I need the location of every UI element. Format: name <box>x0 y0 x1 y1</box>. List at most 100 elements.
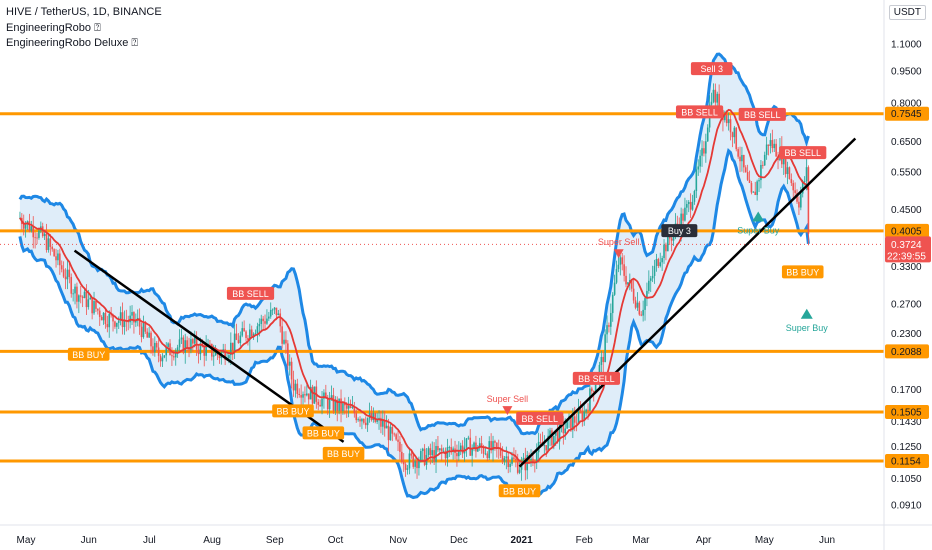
candle-body <box>195 337 198 350</box>
candle-body <box>404 464 407 470</box>
super-buy-arrow <box>752 211 765 222</box>
candle-body <box>790 179 793 184</box>
candle-body <box>581 411 584 421</box>
candle-body <box>321 398 323 407</box>
candle-body <box>190 339 192 351</box>
candle-body <box>60 265 63 270</box>
candle-body <box>511 457 513 464</box>
candle-body <box>258 323 261 327</box>
super-buy-arrow <box>800 308 813 319</box>
price-axis[interactable]: 1.1000 0.9500 0.8000 0.6500 0.5500 0.4500 0.33… <box>883 0 922 550</box>
candle-body <box>535 452 538 463</box>
candle-body <box>342 403 344 412</box>
candle-body <box>788 167 791 180</box>
candle-body <box>524 457 527 471</box>
candle-body <box>62 269 65 277</box>
candle-body <box>800 193 802 208</box>
candle-body <box>64 276 67 280</box>
candle-body <box>682 213 684 221</box>
signal-label: Super Buy <box>737 225 780 235</box>
candle-body <box>414 461 416 467</box>
candle-body <box>587 409 589 411</box>
candle-body <box>340 398 342 412</box>
candle-body <box>515 458 517 461</box>
candle-body <box>91 297 93 314</box>
candle-body <box>174 350 177 358</box>
time-tick-label: Apr <box>696 535 712 546</box>
candle-body <box>494 441 496 443</box>
candle-body <box>492 441 494 451</box>
candle-body <box>758 180 760 182</box>
candle-body <box>632 288 635 301</box>
candle-body <box>363 418 365 423</box>
time-tick-label: Mar <box>632 535 650 546</box>
candle-body <box>695 169 698 192</box>
level-tag-label: 0.1154 <box>891 457 921 468</box>
candle-body <box>68 269 71 278</box>
indicator-engineeringrobo[interactable]: EngineeringRobo ⍰ <box>6 22 101 34</box>
candle-body <box>231 342 234 351</box>
candle-body <box>269 309 272 317</box>
candle-body <box>773 143 776 149</box>
candle-body <box>376 419 378 422</box>
signal-badge <box>498 484 541 498</box>
candle-body <box>623 264 625 276</box>
candle-body <box>247 337 249 340</box>
candle-body <box>72 293 74 295</box>
candle-body <box>636 302 639 308</box>
time-tick-label: Jun <box>81 535 97 546</box>
candle-body <box>556 430 559 442</box>
candle-body <box>328 398 331 410</box>
symbol-title[interactable]: HIVE / TetherUS, 1D, BINANCE <box>6 6 162 18</box>
candle-body <box>762 164 764 166</box>
time-axis[interactable]: May Jun Jul Aug Sep Oct Nov Dec 2021 Feb Mar Apr May… <box>0 524 932 546</box>
candle-body <box>539 441 542 443</box>
candle-body <box>100 316 103 321</box>
signal-badge <box>690 62 733 76</box>
candle-body <box>199 343 202 355</box>
signal-badge <box>572 371 621 385</box>
candle-body <box>699 155 701 167</box>
candle-body <box>366 418 369 426</box>
candle-body <box>687 201 690 205</box>
candle-body <box>256 326 259 334</box>
candle-body <box>383 420 386 429</box>
candle-body <box>389 426 392 441</box>
candle-body <box>703 148 705 154</box>
candle-body <box>306 393 308 396</box>
candle-body <box>792 183 795 191</box>
currency-selector[interactable]: USDT <box>888 5 926 20</box>
candle-body <box>59 253 61 266</box>
time-tick-label: Jun <box>819 535 835 546</box>
candle-body <box>507 456 510 468</box>
candle-body <box>727 119 730 124</box>
time-tick-label: 2021 <box>510 535 533 546</box>
indicator-engineeringrobo-deluxe[interactable]: EngineeringRobo Deluxe ⍰ <box>6 37 138 49</box>
candle-body <box>173 356 175 358</box>
candle-body <box>448 447 451 448</box>
candle-body <box>420 451 422 462</box>
candle-body <box>250 329 253 337</box>
candle-body <box>598 364 601 378</box>
candle-body <box>93 301 95 314</box>
candle-body <box>24 224 27 229</box>
time-tick-label: Feb <box>576 535 594 546</box>
candle-body <box>450 447 453 451</box>
signal-badge <box>67 347 110 361</box>
candle-body <box>171 355 173 357</box>
signal-badge <box>675 105 724 119</box>
candle-body <box>150 332 152 347</box>
candle-body <box>140 326 143 338</box>
candle-body <box>309 386 312 400</box>
candle-body <box>469 437 472 456</box>
candle-body <box>665 244 667 252</box>
signal-badge <box>779 146 827 160</box>
candle-body <box>353 406 356 414</box>
axis-tags: 0.7545 0.4005 0.2088 0.1505 0.1154 0.372422:3… <box>885 106 931 469</box>
candle-body <box>47 238 50 250</box>
candle-body <box>155 342 158 348</box>
candle-body <box>106 324 109 328</box>
candle-body <box>553 435 555 446</box>
candle-body <box>387 425 390 441</box>
